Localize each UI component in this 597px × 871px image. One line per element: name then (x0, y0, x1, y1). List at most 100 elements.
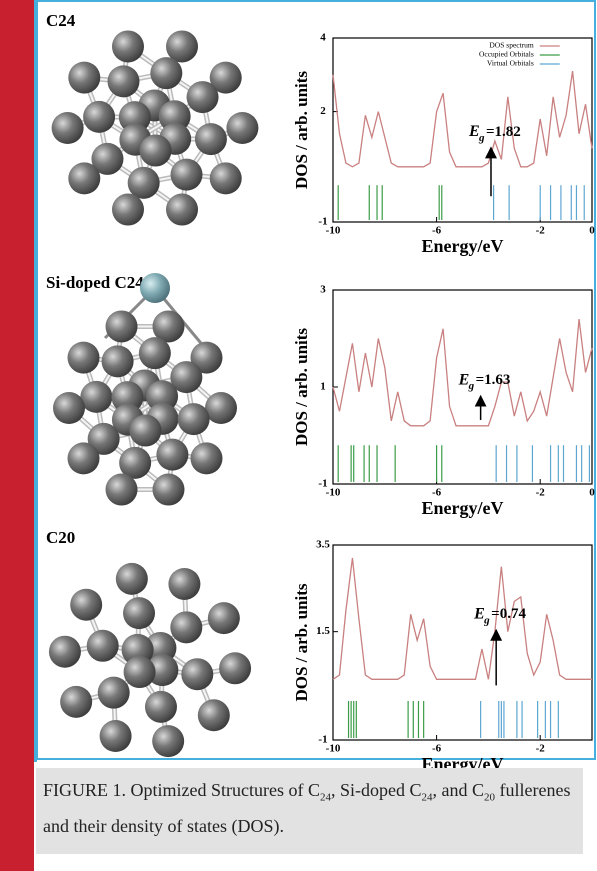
atom (98, 677, 130, 709)
caption-subscript: 24 (422, 792, 433, 804)
atom (150, 57, 182, 89)
x-tick-label: -2 (536, 743, 546, 755)
panel-label: C24 (46, 11, 76, 30)
gap-symbol: E (468, 123, 480, 140)
atom (49, 636, 81, 668)
atom (68, 342, 100, 374)
atom (166, 30, 198, 62)
x-tick-label: -10 (326, 487, 341, 499)
atom (68, 442, 100, 474)
x-tick-label: -6 (432, 743, 442, 755)
atom (124, 656, 156, 688)
caption-text: , and C (433, 780, 485, 800)
atom (68, 62, 100, 94)
side-bar (0, 0, 34, 871)
y-tick-label: -1 (318, 478, 327, 490)
atom (140, 135, 172, 167)
atom (123, 597, 155, 629)
frame-edge (34, 0, 37, 762)
atom (178, 403, 210, 435)
x-axis-label: Energy/eV (422, 236, 504, 256)
atom (152, 725, 184, 757)
atom (80, 381, 112, 413)
y-tick-label: 1 (320, 381, 326, 393)
atom (87, 630, 119, 662)
atom (210, 162, 242, 194)
atom (112, 194, 144, 226)
atom (226, 112, 258, 144)
x-tick-label: 0 (589, 487, 595, 499)
atom (60, 686, 92, 718)
legend-label: Occupied Orbitals (479, 50, 534, 59)
atom (107, 65, 139, 97)
atom (112, 30, 144, 62)
atom (83, 101, 115, 133)
caption-subscript: 20 (484, 792, 495, 804)
atom (145, 691, 177, 723)
y-tick-label: -1 (318, 734, 327, 746)
x-tick-label: -6 (432, 487, 442, 499)
page: C24Si-doped C24C20-10-6-20-124Energy/eVD… (0, 0, 597, 871)
gap-symbol: E (458, 371, 470, 388)
y-tick-label: 3 (320, 284, 326, 296)
x-tick-label: -2 (536, 225, 546, 237)
caption: FIGURE 1. Optimized Structures of C24, S… (36, 768, 583, 854)
atom (139, 337, 171, 369)
atom (195, 123, 227, 155)
y-tick-label: 1.5 (316, 625, 330, 637)
y-axis-label: DOS / arb. units (292, 583, 311, 701)
panel-label: Si-doped C24 (46, 273, 144, 292)
atom (166, 194, 198, 226)
atom (52, 112, 84, 144)
y-tick-label: 4 (320, 32, 326, 44)
gap-symbol: E (473, 605, 485, 622)
atom (106, 474, 138, 506)
atom (102, 345, 134, 377)
atom (198, 699, 230, 731)
gap-value: =1.63 (476, 372, 511, 388)
gap-value: =1.82 (486, 124, 521, 140)
legend-label: DOS spectrum (489, 41, 534, 50)
gap-subscript: g (483, 614, 490, 626)
atom (219, 652, 251, 684)
caption-text: FIGURE 1. Optimized Structures of C (43, 780, 320, 800)
figure: C24Si-doped C24C20-10-6-20-124Energy/eVD… (0, 0, 597, 871)
atom (116, 563, 148, 595)
atom (53, 392, 85, 424)
atom (208, 602, 240, 634)
atom (152, 474, 184, 506)
atom (205, 392, 237, 424)
atom (187, 81, 219, 113)
x-tick-label: 0 (589, 225, 595, 237)
x-tick-label: -10 (326, 743, 341, 755)
atom (70, 589, 102, 621)
atom (129, 415, 161, 447)
caption-text: , Si-doped C (331, 780, 422, 800)
gap-subscript: g (468, 380, 475, 392)
x-tick-label: -2 (536, 487, 546, 499)
y-axis-label: DOS / arb. units (292, 71, 311, 189)
atom (190, 442, 222, 474)
atom (128, 167, 160, 199)
atom (168, 568, 200, 600)
y-tick-label: -1 (318, 216, 327, 228)
gap-subscript: g (478, 132, 485, 144)
x-tick-label: -6 (432, 225, 442, 237)
si-atom (140, 273, 170, 303)
y-tick-label: 3.5 (316, 539, 330, 551)
atom (170, 611, 202, 643)
y-axis-label: DOS / arb. units (292, 328, 311, 446)
atom (100, 720, 132, 752)
atom (156, 439, 188, 471)
gap-value: =0.74 (491, 606, 526, 622)
y-tick-label: 2 (320, 105, 326, 117)
atom (68, 162, 100, 194)
atom (106, 310, 138, 342)
x-axis-label: Energy/eV (422, 498, 504, 518)
caption-subscript: 24 (320, 792, 331, 804)
atom (171, 159, 203, 191)
atom (181, 658, 213, 690)
panel-label: C20 (46, 528, 75, 547)
legend-label: Virtual Orbitals (487, 59, 534, 68)
x-tick-label: -10 (326, 225, 341, 237)
